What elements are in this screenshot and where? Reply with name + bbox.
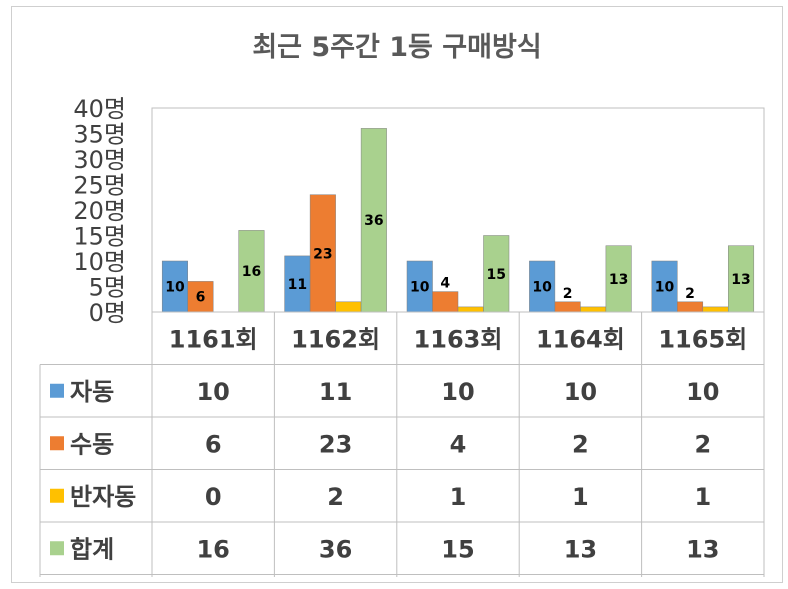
legend-key [50,541,64,556]
legend-key [50,436,64,451]
table-cell: 13 [686,535,719,563]
data-label: 15 [487,267,506,283]
bar [529,260,556,313]
data-label: 2 [563,286,573,302]
data-label: 16 [242,264,261,280]
category-label: 1162회 [291,325,380,353]
bar [677,301,704,313]
category-label: 1164회 [536,325,625,353]
bar [580,306,607,313]
table-cell: 36 [319,535,352,563]
table-cell: 4 [450,430,467,458]
table-cell: 15 [441,535,474,563]
bar [238,230,265,313]
table-cell: 2 [572,430,589,458]
table-cell: 10 [686,378,719,406]
y-tick-label: 30명 [73,146,126,174]
table-cell: 10 [196,378,229,406]
category-label: 1163회 [414,325,503,353]
table-cell: 10 [564,378,597,406]
data-label: 4 [440,276,450,292]
bar [651,260,678,313]
bar [483,235,510,313]
table-cell: 6 [205,430,222,458]
series-name: 합계 [70,535,114,563]
data-label: 13 [731,272,750,288]
table-cell: 2 [327,483,344,511]
y-tick-label: 35명 [73,121,126,149]
table-cell: 1 [694,483,711,511]
bar [161,260,188,313]
table-cell: 11 [319,378,352,406]
data-label: 11 [288,277,307,293]
bar [554,301,581,313]
data-label: 10 [165,280,185,296]
data-label: 2 [685,286,695,302]
series-name: 반자동 [70,483,136,511]
data-label: 10 [532,280,552,296]
y-tick-label: 10명 [73,248,126,276]
bar [432,291,459,313]
table-cell: 2 [694,430,711,458]
table-cell: 13 [564,535,597,563]
bar [335,301,362,313]
y-tick-label: 0명 [89,299,126,327]
legend-key [50,488,64,503]
table-cell: 10 [441,378,474,406]
bar [360,128,387,313]
table-cell: 0 [205,483,222,511]
bar [284,255,311,313]
y-tick-label: 15명 [73,223,126,251]
series-name: 수동 [70,430,114,458]
bar [406,260,433,313]
chart-title: 최근 5주간 1등 구매방식 [252,32,541,63]
category-label: 1165회 [658,325,747,353]
category-label: 1161회 [169,325,258,353]
bar [457,306,484,313]
data-label: 23 [313,246,332,262]
bar [702,306,729,313]
table-cell: 1 [450,483,467,511]
data-label: 13 [609,272,628,288]
y-tick-label: 40명 [73,95,126,123]
table-cell: 16 [196,535,229,563]
bar [309,194,336,313]
series-name: 자동 [70,378,114,406]
data-label: 10 [410,280,430,296]
table-cell: 1 [572,483,589,511]
table-cell: 23 [319,430,352,458]
y-tick-label: 20명 [73,197,126,225]
data-label: 6 [196,290,206,306]
chart-frame [11,6,783,583]
bar [728,245,755,313]
legend-key [50,383,64,398]
y-tick-label: 25명 [73,172,126,200]
data-label: 36 [364,213,383,229]
data-label: 10 [655,280,675,296]
y-tick-label: 5명 [89,274,126,302]
